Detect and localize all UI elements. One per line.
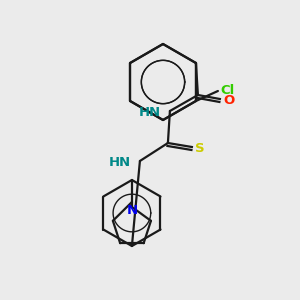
Text: Cl: Cl <box>220 83 234 97</box>
Text: H: H <box>109 155 120 169</box>
Text: S: S <box>195 142 205 154</box>
Text: H: H <box>139 106 150 118</box>
Text: N: N <box>119 155 130 169</box>
Text: N: N <box>149 106 160 118</box>
Text: N: N <box>126 204 137 217</box>
Text: O: O <box>223 94 234 106</box>
